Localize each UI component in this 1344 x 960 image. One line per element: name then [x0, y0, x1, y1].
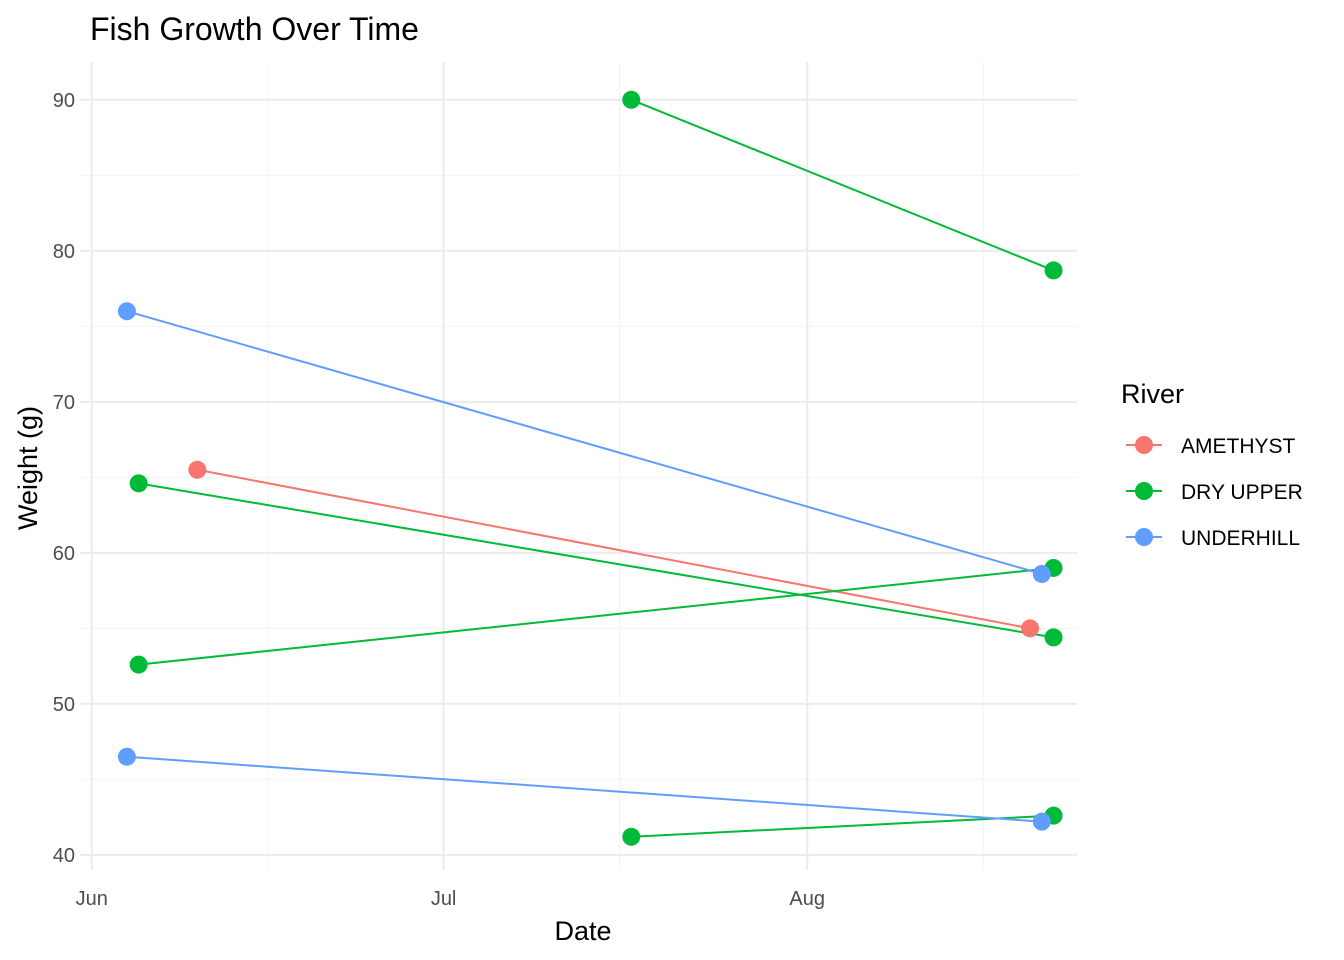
legend-key-point	[1135, 528, 1153, 546]
data-point-underhill	[117, 747, 136, 766]
series-line-underhill	[126, 310, 1043, 575]
series-layer	[126, 98, 1054, 838]
y-tick-label: 80	[53, 241, 75, 263]
data-point-underhill	[1032, 564, 1051, 583]
data-point-dry-upper	[622, 827, 641, 846]
data-point-dry-upper	[622, 90, 641, 109]
legend-entries: AMETHYST DRY UPPER UNDERHILL	[1126, 435, 1303, 550]
y-tick-label: 40	[53, 845, 75, 867]
chart-title: Fish Growth Over Time	[90, 11, 419, 47]
data-point-dry-upper	[1044, 261, 1063, 280]
series-line-underhill	[126, 755, 1042, 823]
y-tick-labels: 40 50 60 70 80 90	[53, 90, 75, 867]
data-point-underhill	[1032, 812, 1051, 831]
data-point-dry-upper	[129, 655, 148, 674]
grid-layer	[80, 62, 1077, 870]
x-tick-labels: Jun Jul Aug	[76, 888, 825, 910]
y-tick-label: 70	[53, 392, 75, 414]
x-tick-label: Jun	[76, 888, 108, 910]
data-point-dry-upper	[129, 474, 148, 493]
legend-entry: DRY UPPER	[1126, 481, 1303, 504]
x-tick-label: Jul	[431, 888, 457, 910]
data-point-amethyst	[188, 460, 207, 479]
x-tick-label: Aug	[789, 888, 825, 910]
points-layer	[117, 90, 1063, 846]
series-line-dry-upper	[138, 482, 1054, 639]
y-axis-title: Weight (g)	[13, 406, 43, 530]
y-tick-label: 90	[53, 90, 75, 112]
series-line-dry-upper	[630, 98, 1054, 272]
y-tick-label: 60	[53, 543, 75, 565]
series-line-dry-upper	[631, 814, 1054, 838]
y-tick-label: 50	[53, 694, 75, 716]
series-line-dry-upper	[138, 566, 1054, 666]
legend-title: River	[1121, 379, 1184, 409]
legend-label: DRY UPPER	[1181, 481, 1303, 504]
data-point-dry-upper	[1044, 628, 1063, 647]
legend-entry: UNDERHILL	[1126, 527, 1300, 550]
x-axis-title: Date	[554, 916, 611, 946]
legend-key-point	[1135, 436, 1153, 454]
data-point-amethyst	[1021, 619, 1040, 638]
legend: River AMETHYST DRY UPPER UNDERHILL	[1121, 379, 1303, 550]
legend-label: UNDERHILL	[1181, 527, 1300, 550]
legend-label: AMETHYST	[1181, 435, 1296, 458]
legend-key-point	[1135, 482, 1153, 500]
series-line-amethyst	[197, 468, 1031, 630]
legend-entry: AMETHYST	[1126, 435, 1296, 458]
data-point-underhill	[117, 302, 136, 321]
